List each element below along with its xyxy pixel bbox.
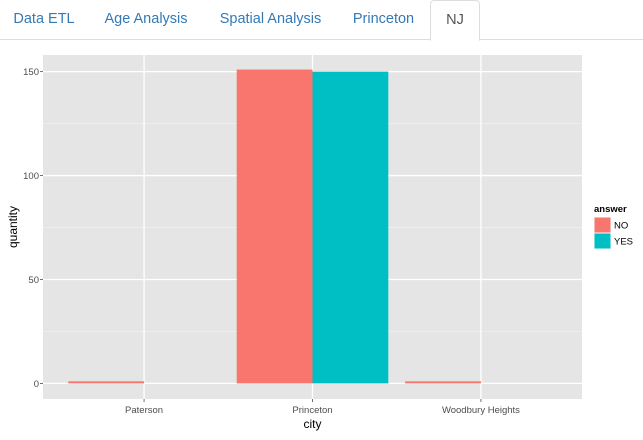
y-axis-title: quantity bbox=[6, 206, 20, 248]
x-axis-title: city bbox=[304, 417, 322, 431]
y-tick-label: 50 bbox=[28, 275, 39, 286]
bar-no-paterson bbox=[68, 381, 145, 384]
y-tick-label: 0 bbox=[34, 379, 39, 390]
tab-bar: Data ETL Age Analysis Spatial Analysis P… bbox=[0, 0, 643, 41]
y-tick-label: 100 bbox=[23, 171, 39, 182]
x-tick-label: Paterson bbox=[125, 405, 163, 416]
tab-spatial-analysis[interactable]: Spatial Analysis bbox=[219, 11, 322, 27]
legend-key-yes bbox=[594, 233, 611, 249]
tab-age-analysis[interactable]: Age Analysis bbox=[104, 11, 188, 27]
legend-title: answer bbox=[594, 204, 627, 215]
bar-no-woodbury-heights bbox=[405, 381, 481, 384]
bar-chart: 0 50 100 150 Paterson Princeton Woodbury Heigh… bbox=[6, 55, 633, 431]
tab-data-etl[interactable]: Data ETL bbox=[13, 11, 75, 27]
legend-label-no: NO bbox=[614, 221, 628, 232]
x-tick-label: Woodbury Heights bbox=[442, 405, 520, 416]
tab-nj[interactable]: NJ bbox=[430, 0, 480, 41]
y-tick-label: 150 bbox=[23, 67, 39, 78]
bar-yes-princeton bbox=[312, 71, 389, 384]
legend-key-no bbox=[594, 217, 611, 233]
legend-label-yes: YES bbox=[614, 237, 633, 248]
x-tick-label: Princeton bbox=[292, 405, 332, 416]
tab-princeton[interactable]: Princeton bbox=[352, 11, 415, 27]
bar-no-princeton bbox=[236, 69, 313, 384]
